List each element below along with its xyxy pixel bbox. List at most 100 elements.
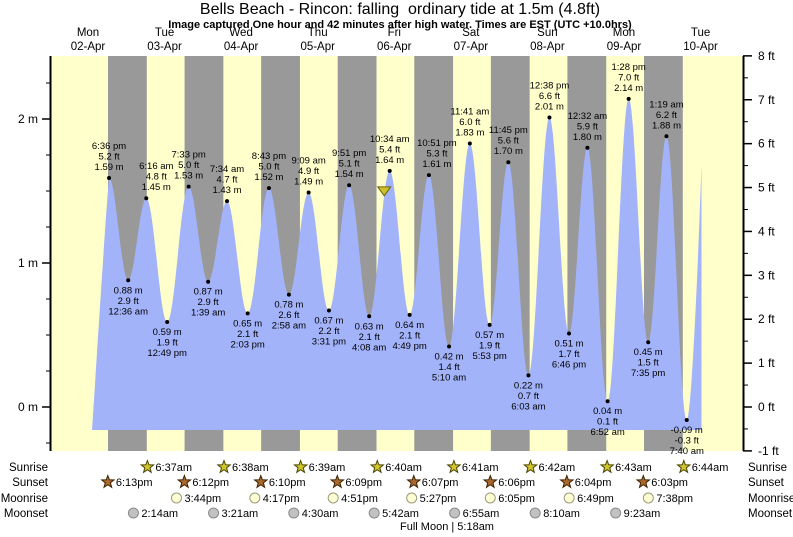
- high-tide-label: 5.4 ft: [379, 144, 400, 155]
- high-tide-label: 1:19 am: [649, 99, 683, 110]
- high-tide-label: 5.6 ft: [498, 136, 519, 147]
- low-tide-dot: [326, 308, 331, 313]
- high-tide-label: 12:32 am: [568, 111, 608, 122]
- astro-row-label-left: Moonset: [4, 508, 49, 520]
- high-tide-label: 9:09 am: [291, 155, 325, 166]
- moonrise-icon: [484, 492, 496, 504]
- day-date-label: 02-Apr: [71, 41, 106, 53]
- low-tide-dot: [286, 292, 291, 297]
- low-tide-label: 12:36 am: [108, 306, 148, 317]
- left-axis-label: 0 m: [18, 400, 38, 414]
- low-tide-label: 0.57 m: [475, 330, 504, 341]
- sunset-icon: [635, 474, 651, 489]
- day-of-week-label: Thu: [308, 27, 328, 39]
- moonset-time-label: 2:14am: [141, 508, 178, 520]
- high-tide-label: 4.9 ft: [298, 166, 319, 177]
- moonrise-icon: [563, 492, 575, 504]
- moonrise-icon: [327, 492, 339, 504]
- right-axis-label: 8 ft: [758, 49, 775, 63]
- astro-row-label-left: Sunrise: [9, 462, 48, 474]
- low-tide-label: 0.51 m: [554, 339, 583, 350]
- sunrise-icon: [369, 459, 385, 474]
- high-tide-label: 8:43 pm: [252, 151, 286, 162]
- high-tide-label: 5.0 ft: [258, 162, 279, 173]
- low-tide-dot: [126, 278, 131, 283]
- low-tide-label: 1.9 ft: [157, 338, 178, 349]
- tide-curve: [92, 98, 702, 430]
- low-tide-label: 7:40 am: [670, 446, 704, 457]
- sunset-icon: [406, 474, 422, 489]
- high-tide-label: 1.80 m: [573, 132, 602, 143]
- sunrise-icon: [522, 459, 539, 474]
- moonrise-icon: [170, 492, 182, 504]
- moonset-time-label: 6:55am: [463, 508, 500, 520]
- day-of-week-label: Mon: [613, 27, 635, 39]
- sunrise-time-label: 6:39am: [309, 462, 346, 474]
- high-tide-label: 6:36 pm: [92, 141, 126, 152]
- tide-area: [92, 98, 702, 430]
- high-tide-dot: [387, 168, 392, 173]
- sunrise-time-label: 6:40am: [385, 462, 422, 474]
- high-tide-dot: [186, 184, 191, 189]
- astro-row-label-left: Sunset: [12, 477, 49, 489]
- sunrise-time-label: 6:38am: [232, 462, 269, 474]
- sunset-time-label: 6:12pm: [192, 477, 229, 489]
- high-tide-label: 1.83 m: [455, 127, 484, 138]
- low-tide-label: 0.59 m: [153, 327, 182, 338]
- moonrise-icon: [642, 492, 654, 504]
- high-tide-label: 6:16 am: [139, 161, 173, 172]
- right-axis-label: 5 ft: [758, 181, 775, 195]
- high-tide-dot: [585, 145, 590, 150]
- sunrise-time-label: 6:41am: [462, 462, 499, 474]
- high-tide-label: 7:33 pm: [171, 150, 205, 161]
- day-of-week-label: Tue: [155, 27, 174, 39]
- day-date-label: 03-Apr: [147, 41, 182, 53]
- low-tide-dot: [646, 340, 651, 345]
- high-tide-label: 1.88 m: [652, 120, 681, 131]
- high-tide-label: 1.45 m: [142, 182, 171, 193]
- high-tide-dot: [144, 196, 149, 201]
- high-tide-label: 5.2 ft: [98, 152, 119, 163]
- high-tide-label: 4.8 ft: [146, 172, 167, 183]
- high-tide-label: 1.54 m: [335, 169, 364, 180]
- moonset-icon: [610, 507, 622, 519]
- sunrise-time-label: 6:43am: [615, 462, 652, 474]
- high-tide-label: 5.9 ft: [577, 121, 598, 132]
- sunset-icon: [559, 474, 575, 489]
- low-tide-label: 0.04 m: [593, 406, 622, 417]
- high-tide-label: 1.53 m: [174, 171, 203, 182]
- low-tide-label: 7:35 pm: [631, 368, 665, 379]
- high-tide-label: 2.01 m: [535, 102, 564, 113]
- low-tide-label: -0.3 ft: [675, 435, 700, 446]
- moonrise-time-label: 5:27pm: [420, 493, 457, 505]
- right-axis-label: 7 ft: [758, 93, 775, 107]
- high-tide-label: 1.43 m: [212, 185, 241, 196]
- moonrise-icon: [406, 492, 418, 504]
- low-tide-label: 2.6 ft: [278, 310, 299, 321]
- astro-row-label-right: Moonset: [748, 508, 793, 520]
- day-date-label: 04-Apr: [224, 41, 259, 53]
- high-tide-dot: [547, 115, 552, 120]
- low-tide-label: 2:03 pm: [231, 339, 265, 350]
- day-of-week-label: Wed: [229, 27, 252, 39]
- sunset-time-label: 6:13pm: [116, 477, 153, 489]
- sunrise-time-label: 6:37am: [155, 462, 192, 474]
- low-tide-dot: [487, 322, 492, 327]
- high-tide-label: 1.61 m: [422, 159, 451, 170]
- moonrise-time-label: 4:17pm: [263, 493, 300, 505]
- low-tide-dot: [206, 279, 211, 284]
- low-tide-label: 0.88 m: [114, 285, 143, 296]
- low-tide-dot: [567, 331, 572, 336]
- chart-subtitle: Image captured One hour and 42 minutes a…: [168, 19, 632, 31]
- high-tide-label: 11:41 am: [450, 106, 489, 117]
- moonset-time-label: 8:10am: [543, 508, 580, 520]
- high-tide-label: 1.49 m: [294, 176, 323, 187]
- sunrise-time-label: 6:44am: [692, 462, 729, 474]
- day-of-week-label: Sat: [462, 27, 480, 39]
- high-tide-dot: [306, 190, 311, 195]
- moonrise-time-label: 3:44pm: [184, 493, 221, 505]
- low-tide-label: 0.65 m: [233, 318, 262, 329]
- low-tide-label: 2.9 ft: [198, 297, 219, 308]
